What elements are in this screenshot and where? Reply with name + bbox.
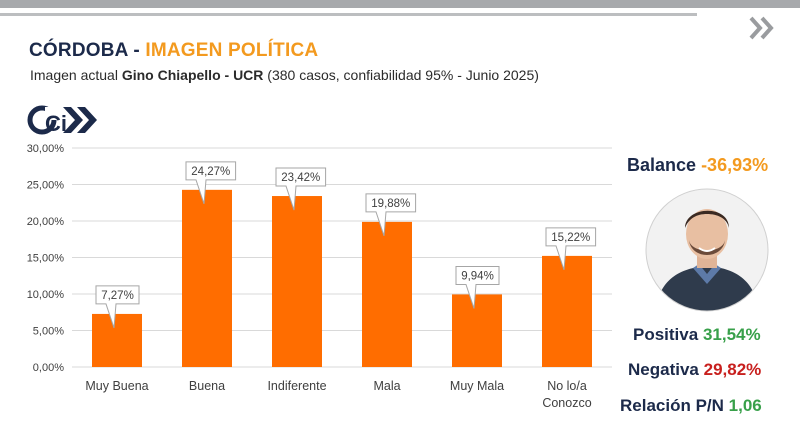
relacion-text: Relación P/N 1,06 — [620, 396, 762, 416]
subtitle-details: (380 casos, confiabilidad 95% - Junio 20… — [263, 67, 539, 83]
x-category-label: Buena — [189, 379, 225, 393]
data-label: 9,94% — [461, 270, 494, 282]
balance-text: Balance -36,93% — [627, 155, 768, 176]
title-main: CÓRDOBA - — [29, 40, 146, 61]
y-tick-label: 10,00% — [27, 289, 65, 301]
y-tick-label: 0,00% — [33, 362, 64, 374]
data-label-callout — [95, 285, 140, 329]
bar — [452, 294, 502, 367]
x-category-label: Muy Mala — [450, 379, 504, 393]
x-category-label: Muy Buena — [85, 379, 148, 393]
x-category-label: Conozco — [542, 396, 591, 410]
logo-text: Ci — [45, 111, 67, 136]
data-label: 23,42% — [281, 172, 320, 184]
positiva-label: Positiva — [633, 325, 699, 344]
title-accent: IMAGEN POLÍTICA — [145, 40, 319, 61]
y-tick-label: 5,00% — [33, 326, 64, 338]
y-tick-label: 30,00% — [27, 143, 65, 155]
data-label-callout — [275, 167, 327, 211]
y-tick-label: 20,00% — [27, 216, 65, 228]
bar-chart: 0,00% 5,00% 10,00% 15,00% 20,00% 25,00% 30,00%… — [27, 143, 612, 410]
ci-logo-icon: Ci — [27, 105, 97, 136]
data-label: 24,27% — [191, 166, 230, 178]
x-category-label: No lo/a — [547, 379, 587, 393]
x-category-label: Indiferente — [267, 379, 326, 393]
data-label-callout — [185, 161, 237, 204]
relacion-value: 1,06 — [728, 396, 762, 415]
page-subtitle: Imagen actual Gino Chiapello - UCR (380 … — [30, 67, 539, 83]
bar — [182, 189, 232, 367]
y-tick-label: 15,00% — [27, 253, 65, 265]
balance-label: Balance — [627, 155, 697, 175]
data-label-callout — [455, 265, 500, 309]
data-label: 15,22% — [551, 232, 590, 244]
page-title: CÓRDOBA - IMAGEN POLÍTICA — [29, 40, 318, 62]
y-tick-label: 25,00% — [27, 180, 65, 192]
candidate-portrait — [645, 188, 769, 312]
x-category-label: Mala — [373, 379, 400, 393]
bar — [542, 255, 592, 367]
subtitle-prefix: Imagen actual — [30, 67, 122, 83]
relacion-label: Relación P/N — [620, 396, 724, 415]
negativa-label: Negativa — [628, 360, 699, 379]
balance-value: -36,93% — [701, 155, 769, 175]
positiva-value: 31,54% — [702, 325, 761, 344]
bar — [272, 196, 322, 367]
top-bar — [0, 0, 800, 8]
data-label: 7,27% — [101, 290, 134, 302]
data-label-callout — [545, 227, 597, 271]
data-label: 19,88% — [371, 198, 410, 210]
positiva-text: Positiva 31,54% — [633, 325, 761, 345]
negativa-text: Negativa 29,82% — [628, 360, 761, 380]
bar — [92, 313, 142, 367]
negativa-value: 29,82% — [703, 360, 762, 379]
data-label-callout — [365, 193, 417, 237]
double-chevron-right-icon[interactable] — [748, 14, 778, 42]
top-divider-line — [0, 13, 697, 16]
bar — [362, 221, 412, 367]
subtitle-candidate: Gino Chiapello - UCR — [121, 67, 264, 83]
